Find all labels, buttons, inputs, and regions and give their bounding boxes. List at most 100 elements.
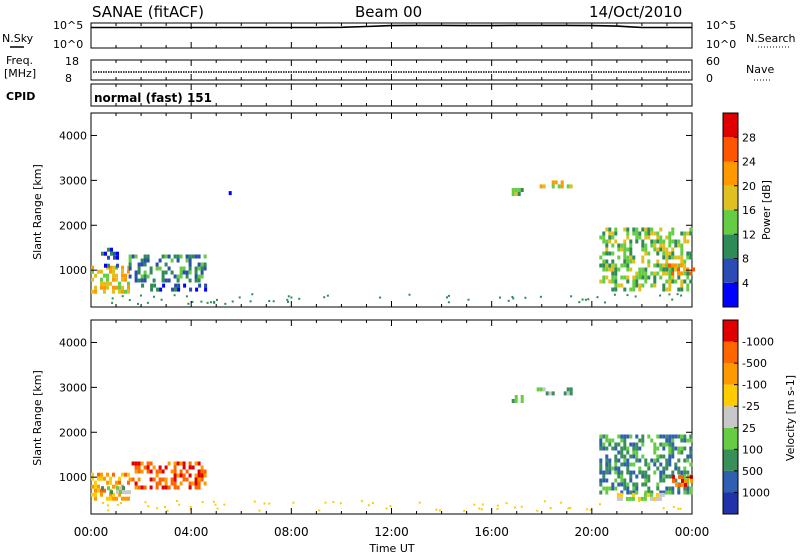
velocity-cell <box>167 485 171 490</box>
velocity-cell <box>511 399 515 403</box>
power-cell <box>659 263 663 268</box>
power-cell <box>683 239 687 244</box>
power-cell <box>137 270 141 275</box>
power-cell <box>121 289 124 294</box>
power-cell <box>611 251 615 256</box>
velocity-cell <box>665 474 669 479</box>
velocity-cell <box>158 469 162 474</box>
velocity-cell <box>677 446 681 451</box>
power-cell <box>629 243 633 248</box>
velocity-cell <box>643 492 647 497</box>
velocity-cell <box>389 505 392 508</box>
power-cell <box>680 247 684 252</box>
velocity-cell <box>119 486 122 491</box>
power-cell <box>101 251 104 256</box>
power-cell <box>206 301 209 304</box>
power-cell <box>653 275 657 280</box>
velocity-cell <box>599 434 603 439</box>
power-cell <box>634 295 637 298</box>
velocity-cell <box>599 470 603 475</box>
velocity-cell <box>599 466 603 471</box>
time-tick-label: 00:00 <box>675 525 710 539</box>
velocity-cell <box>638 446 642 451</box>
power-cell <box>665 247 669 252</box>
velocity-panel: 1000 2000 3000 4000 Slant Range [km] 1000 50… <box>31 319 797 515</box>
power-cell <box>188 266 192 271</box>
velocity-cbar-swatch <box>723 449 738 471</box>
power-cell <box>605 259 609 264</box>
power-cell <box>286 298 289 301</box>
power-cell <box>197 266 201 271</box>
velocity-cell <box>194 481 198 486</box>
power-ytick-label: 2000 <box>59 219 87 232</box>
power-cell <box>109 281 112 286</box>
velocity-cell <box>514 399 518 403</box>
power-cell <box>677 287 681 292</box>
velocity-cell <box>635 454 639 459</box>
power-cell <box>100 269 103 274</box>
velocity-cell <box>683 466 687 471</box>
power-cell <box>653 263 657 268</box>
power-cell <box>134 254 138 259</box>
power-cell <box>173 254 177 259</box>
power-cell <box>197 254 201 259</box>
power-cell <box>106 277 109 282</box>
power-cell <box>602 251 606 256</box>
power-cell <box>644 247 648 252</box>
power-cell <box>146 301 149 304</box>
velocity-cell <box>647 478 651 483</box>
power-cell <box>617 283 621 288</box>
power-cell <box>653 231 657 236</box>
power-ylabel: Slant Range [km] <box>31 164 44 260</box>
power-cell <box>185 295 188 298</box>
velocity-cbar-swatch <box>723 341 738 364</box>
power-cell <box>164 254 168 259</box>
power-cell <box>517 188 521 192</box>
velocity-cell <box>94 484 97 489</box>
velocity-cell <box>292 501 295 504</box>
velocity-cell <box>686 482 690 487</box>
power-cell <box>149 270 153 275</box>
velocity-cell <box>112 484 115 489</box>
velocity-cell <box>166 509 169 512</box>
velocity-cell <box>644 458 648 463</box>
velocity-cell <box>134 469 138 474</box>
velocity-cell <box>473 503 476 506</box>
velocity-cell <box>569 387 573 392</box>
velocity-cell <box>371 501 374 504</box>
velocity-cell <box>647 490 651 495</box>
power-cell <box>131 254 135 259</box>
velocity-cell <box>605 470 609 475</box>
velocity-cell <box>109 492 112 497</box>
velocity-cell <box>106 504 109 507</box>
power-cell <box>182 266 186 271</box>
velocity-cell <box>656 482 660 487</box>
velocity-cell <box>146 469 150 474</box>
velocity-cell <box>173 481 177 486</box>
velocity-cell <box>662 442 666 447</box>
velocity-cell <box>520 395 524 399</box>
velocity-cell <box>155 485 159 490</box>
power-cell <box>623 247 627 252</box>
velocity-cell <box>631 492 635 497</box>
velocity-cell <box>214 503 217 506</box>
velocity-cell <box>134 481 138 486</box>
power-cell <box>177 287 181 292</box>
velocity-cell <box>125 490 128 495</box>
power-cell <box>150 283 154 288</box>
power-cell <box>659 275 663 280</box>
velocity-cell <box>140 469 144 474</box>
power-cell <box>647 275 651 280</box>
power-cell <box>626 267 630 272</box>
power-cell <box>128 254 132 259</box>
velocity-cell <box>185 477 189 482</box>
power-cell <box>677 263 681 268</box>
velocity-cell <box>480 508 483 511</box>
velocity-cell <box>128 490 131 495</box>
velocity-cell <box>158 477 162 482</box>
velocity-cell <box>536 387 540 392</box>
velocity-cell <box>655 492 659 497</box>
power-cell <box>158 266 162 271</box>
power-cell <box>115 277 118 282</box>
power-cell <box>174 287 178 292</box>
